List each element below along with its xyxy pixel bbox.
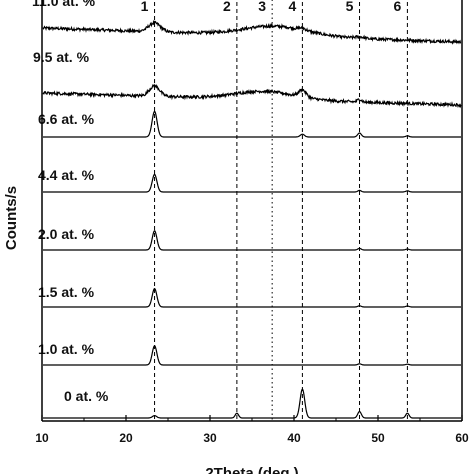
series-lines bbox=[42, 19, 462, 419]
peak-label-3: 3 bbox=[258, 0, 266, 14]
series-line bbox=[43, 110, 461, 138]
peak-label-1: 1 bbox=[141, 0, 149, 14]
peak-label-4: 4 bbox=[289, 0, 297, 14]
reference-lines bbox=[154, 0, 408, 421]
series-label: 1.5 at. % bbox=[38, 284, 95, 300]
x-tick-label: 50 bbox=[371, 431, 385, 445]
series-line bbox=[43, 173, 461, 193]
series-label: 6.6 at. % bbox=[38, 111, 95, 127]
peak-label-6: 6 bbox=[394, 0, 402, 14]
x-axis-ticks: 10 20 30 40 50 60 bbox=[35, 415, 469, 445]
series-labels: 11.0 at. % 9.5 at. % 6.6 at. % 4.4 at. % 2.0… bbox=[32, 0, 109, 404]
series-line bbox=[43, 287, 461, 308]
x-tick-label: 60 bbox=[455, 431, 469, 445]
x-axis-title: 2Theta (deg.) bbox=[205, 465, 298, 474]
series-line bbox=[42, 19, 462, 45]
peak-label-5: 5 bbox=[346, 0, 354, 14]
x-tick-label: 20 bbox=[119, 431, 133, 445]
series-label: 9.5 at. % bbox=[33, 49, 90, 65]
series-line bbox=[43, 230, 461, 251]
peak-labels: 1 2 3 4 5 6 bbox=[141, 0, 402, 14]
plot-frame bbox=[41, 0, 463, 422]
series-label: 11.0 at. % bbox=[32, 0, 96, 9]
x-tick-label: 10 bbox=[35, 431, 49, 445]
series-label: 4.4 at. % bbox=[38, 167, 95, 183]
x-tick-label: 40 bbox=[287, 431, 301, 445]
series-label: 2.0 at. % bbox=[38, 226, 95, 242]
series-line bbox=[43, 345, 461, 366]
peak-label-2: 2 bbox=[223, 0, 231, 14]
x-tick-label: 30 bbox=[203, 431, 217, 445]
y-axis-title: Counts/s bbox=[3, 186, 20, 250]
series-label: 1.0 at. % bbox=[38, 341, 95, 357]
series-line bbox=[42, 83, 462, 109]
series-label: 0 at. % bbox=[64, 388, 109, 404]
